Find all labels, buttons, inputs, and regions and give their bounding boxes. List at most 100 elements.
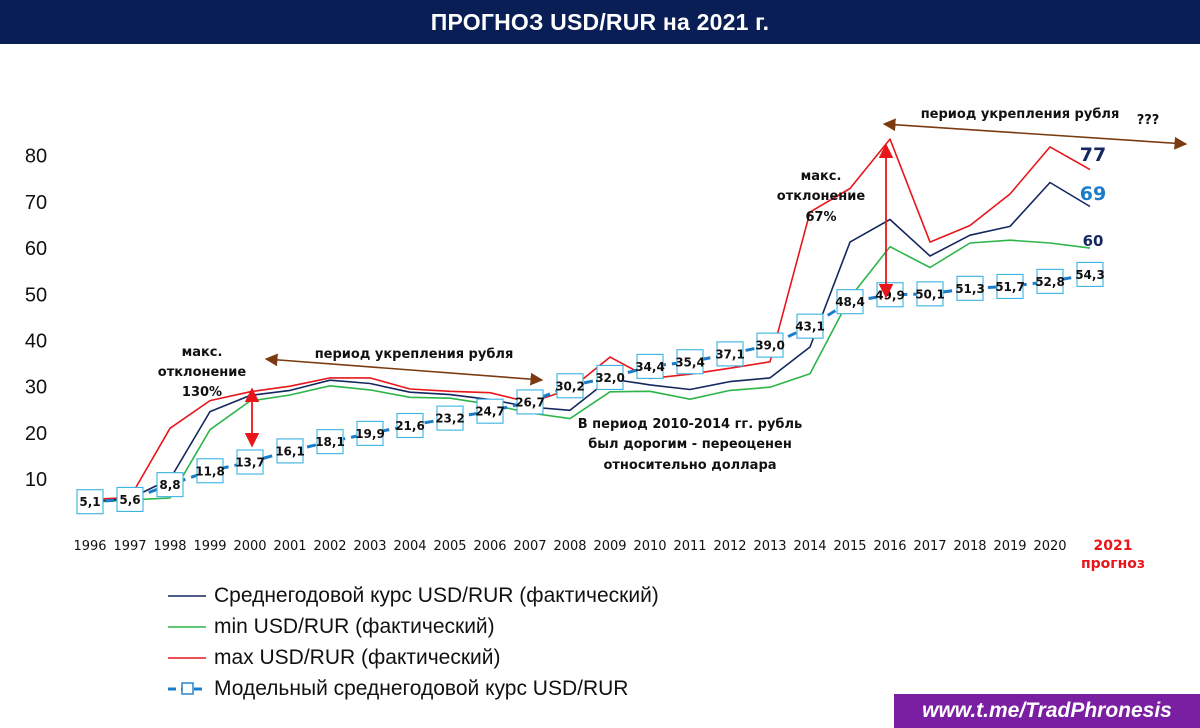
note-line2: был дорогим - переоценен [588,437,792,452]
legend: Среднегодовой курс USD/RUR (фактический)… [168,580,659,704]
y-tick-label: 80 [25,146,47,168]
model-point-box [636,353,664,379]
model-point-label: 18,1 [315,435,345,449]
dev1-line1: макс. [182,345,223,360]
model-point-label: 37,1 [715,347,745,361]
x-tick-label: 2013 [753,539,786,554]
dev2-line2: отклонение [777,189,866,204]
x-tick-label: 2001 [273,539,306,554]
model-point-box [716,341,744,367]
x-tick-label: 2007 [513,539,546,554]
x-tick-forecast-label: прогноз [1081,556,1145,572]
x-tick-label: 1997 [113,539,146,554]
model-point-label: 26,7 [515,395,545,409]
x-tick-label: 2021 [1094,538,1133,554]
y-tick-label: 10 [25,469,47,491]
telegram-link[interactable]: www.t.me/TradPhronesis [894,694,1200,728]
model-point-box [1036,268,1064,294]
legend-swatch-min [168,625,206,628]
x-tick-label: 2003 [353,539,386,554]
period1-arrow [264,353,544,386]
model-point-label: 50,1 [915,287,945,301]
model-point-box [516,389,544,415]
x-tick-label: 2014 [793,539,826,554]
dev1-line2: отклонение [158,365,247,380]
model-point-label: 48,4 [835,295,865,309]
dev1-line3: 130% [182,385,222,400]
note-line3: относительно доллара [603,458,776,473]
x-tick-label: 1999 [193,539,226,554]
end-label-max: 77 [1080,144,1106,166]
model-point-box [676,349,704,375]
legend-label-max: max USD/RUR (фактический) [214,645,501,669]
note-line1: В период 2010-2014 гг. рубль [578,417,803,432]
x-tick-label: 2018 [953,539,986,554]
x-tick-label: 2020 [1033,539,1066,554]
model-point-box [476,398,504,424]
model-point-label: 49,9 [875,288,905,302]
model-point-label: 19,9 [355,427,385,441]
model-point-box [1076,261,1104,287]
period1-label: период укрепления рубля [315,347,514,362]
model-point-box [996,273,1024,299]
chart-title: ПРОГНОЗ USD/RUR на 2021 г. [430,8,770,35]
legend-label-model: Модельный среднегодовой курс USD/RUR [214,676,629,700]
x-tick-label: 1996 [73,539,106,554]
model-point-box [196,458,224,484]
x-tick-label: 2004 [393,539,426,554]
legend-label-min: min USD/RUR (фактический) [214,614,495,638]
model-data-labels: 5,1 5,6 8,8 11,8 13,7 16,1 18,1 19,9 21,6 23,2 24,… [76,261,1105,515]
x-tick-label: 2002 [313,539,346,554]
x-tick-label: 2008 [553,539,586,554]
model-point-label: 5,6 [119,493,140,507]
telegram-link-text[interactable]: www.t.me/TradPhronesis [922,699,1172,722]
x-axis: 1996 1997 1998 1999 2000 2001 2002 2003 2004 2005… [73,538,1145,572]
model-point-box [436,405,464,431]
y-tick-label: 70 [25,192,47,214]
x-tick-label: 2010 [633,539,666,554]
y-tick-label: 20 [25,423,47,445]
x-tick-label: 1998 [153,539,186,554]
model-point-box [316,429,344,455]
model-point-box [796,313,824,339]
model-point-label: 54,3 [1075,268,1105,282]
model-point-box [156,472,184,498]
qmarks-label: ??? [1137,113,1160,128]
model-point-box [916,281,944,307]
model-point-label: 5,1 [79,495,100,509]
x-tick-label: 2012 [713,539,746,554]
model-point-box [76,489,104,515]
y-tick-label: 60 [25,238,47,260]
model-point-label: 39,0 [755,339,785,353]
model-point-label: 8,8 [159,478,180,492]
legend-swatch-avg [168,594,206,597]
legend-item-max: max USD/RUR (фактический) [168,642,659,673]
model-point-label: 51,3 [955,282,985,296]
model-point-label: 52,8 [1035,275,1065,289]
period2-arrow [882,118,1188,150]
x-tick-label: 2005 [433,539,466,554]
x-tick-label: 2017 [913,539,946,554]
model-point-box [836,289,864,315]
period2-label: период укрепления рубля [921,107,1120,122]
x-tick-label: 2000 [233,539,266,554]
model-point-box [596,364,624,391]
model-point-label: 11,8 [195,464,225,478]
model-point-label: 13,7 [235,456,265,470]
model-point-box [116,486,144,512]
chart-title-bar: ПРОГНОЗ USD/RUR на 2021 г. [0,0,1200,44]
legend-swatch-model [168,681,206,695]
model-point-label: 51,7 [995,280,1025,294]
model-point-label: 35,4 [675,355,705,369]
x-tick-label: 2011 [673,539,706,554]
x-tick-label: 2016 [873,539,906,554]
model-point-label: 24,7 [475,405,505,419]
legend-item-min: min USD/RUR (фактический) [168,611,659,642]
y-tick-label: 50 [25,284,47,306]
model-point-box [396,412,424,439]
x-tick-label: 2009 [593,539,626,554]
y-tick-label: 30 [25,377,47,399]
dev2-line1: макс. [801,169,842,184]
x-tick-label: 2019 [993,539,1026,554]
